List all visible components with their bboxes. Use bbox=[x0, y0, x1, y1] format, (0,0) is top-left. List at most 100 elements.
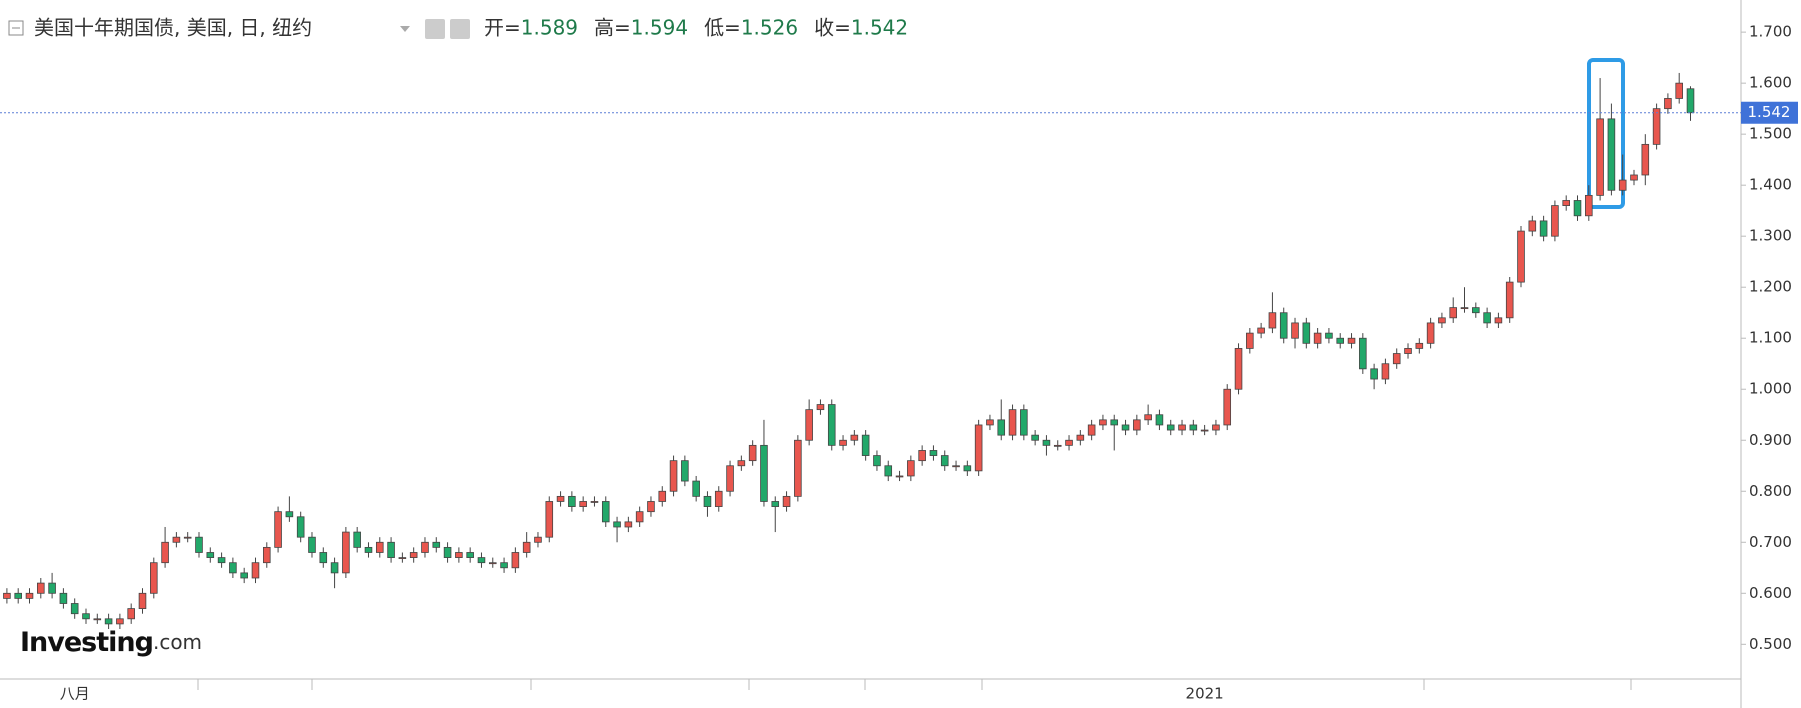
candle-body bbox=[522, 541, 531, 553]
candle-body bbox=[466, 552, 474, 558]
candle-body bbox=[150, 562, 158, 594]
candle-body bbox=[568, 495, 576, 507]
candle-body bbox=[545, 501, 554, 538]
candle-body bbox=[1675, 82, 1683, 99]
ohlc-value: 1.589 bbox=[521, 16, 578, 40]
candle-body bbox=[1404, 348, 1412, 354]
logo: Investing.com bbox=[20, 627, 202, 658]
candle-body bbox=[760, 444, 768, 502]
candle-body bbox=[1551, 205, 1559, 237]
candle-body bbox=[1008, 409, 1017, 436]
y-tick-label: 1.300 bbox=[1749, 227, 1792, 245]
candle-body bbox=[488, 562, 497, 565]
candle-body bbox=[1359, 337, 1367, 370]
candle-body bbox=[794, 439, 802, 497]
y-tick-label: 1.700 bbox=[1749, 23, 1792, 41]
candle-body bbox=[1268, 312, 1277, 329]
candle-body bbox=[1664, 98, 1672, 110]
candle-body bbox=[421, 541, 429, 553]
candle-body bbox=[82, 613, 90, 620]
candle-body bbox=[873, 455, 881, 467]
candle-body bbox=[1641, 143, 1650, 176]
candle-body bbox=[1302, 322, 1311, 344]
x-separators bbox=[197, 679, 1632, 690]
ohlc-value: 1.594 bbox=[631, 16, 688, 40]
candle-body bbox=[1562, 200, 1570, 206]
candle-body bbox=[37, 582, 45, 594]
candle-body bbox=[1392, 353, 1401, 365]
candle-body bbox=[432, 541, 441, 548]
candle-body bbox=[1042, 439, 1051, 446]
candle-body bbox=[613, 521, 621, 528]
candle-body bbox=[624, 521, 633, 528]
ohlc-label: 收= bbox=[814, 16, 851, 40]
candle-body bbox=[251, 562, 260, 579]
candle-body bbox=[161, 541, 169, 564]
dropdown-icon[interactable] bbox=[400, 26, 410, 32]
candle-body bbox=[1460, 307, 1469, 310]
candle-body bbox=[748, 444, 757, 462]
candle-body bbox=[1155, 414, 1164, 426]
candle-body bbox=[1020, 409, 1028, 436]
settings-icon[interactable] bbox=[450, 19, 470, 39]
candle-body bbox=[183, 536, 192, 539]
candle-body bbox=[986, 419, 994, 426]
price-label: 1.542 bbox=[1748, 103, 1791, 121]
candle-body bbox=[1483, 312, 1491, 324]
candle-body bbox=[1065, 439, 1073, 446]
candle-body bbox=[726, 465, 734, 492]
candle-body bbox=[1189, 424, 1198, 431]
candle-body bbox=[1246, 332, 1254, 349]
candle-body bbox=[308, 536, 316, 553]
candle-body bbox=[1223, 388, 1232, 426]
candle-body bbox=[104, 618, 113, 625]
candle-body bbox=[805, 409, 813, 441]
candle-body bbox=[1087, 424, 1096, 436]
candle-body bbox=[127, 608, 135, 620]
candle-body bbox=[1200, 429, 1209, 432]
candle-body bbox=[1053, 444, 1062, 447]
candle-body bbox=[1325, 332, 1333, 339]
candle-body bbox=[1110, 419, 1119, 426]
candle-body bbox=[974, 424, 983, 472]
candle-body bbox=[827, 404, 836, 446]
candle-body bbox=[1573, 200, 1582, 217]
candle-body bbox=[274, 511, 282, 548]
candle-body bbox=[1257, 327, 1265, 334]
candle-body bbox=[839, 439, 847, 446]
candle-body bbox=[25, 592, 34, 599]
candle-body bbox=[172, 536, 181, 543]
candle-body bbox=[1279, 312, 1288, 339]
y-tick-label: 1.500 bbox=[1749, 125, 1792, 143]
candle-body bbox=[952, 465, 960, 468]
highlight-box bbox=[1587, 58, 1625, 209]
candle-body bbox=[1505, 281, 1514, 319]
candle-body bbox=[195, 536, 203, 553]
candle-body bbox=[1144, 414, 1152, 421]
candle-body bbox=[511, 552, 520, 569]
ohlc-label: 开= bbox=[484, 16, 521, 40]
candle-body bbox=[1313, 332, 1322, 344]
collapse-icon[interactable] bbox=[8, 20, 24, 36]
candle-body bbox=[1517, 230, 1525, 283]
x-tick-label: 八月 bbox=[60, 685, 90, 703]
candle-body bbox=[782, 495, 791, 507]
ohlc-label: 低= bbox=[704, 16, 741, 40]
candle-body bbox=[296, 516, 305, 538]
candle-body bbox=[1630, 174, 1638, 181]
y-tick-label: 0.800 bbox=[1749, 482, 1792, 500]
candle-body bbox=[1347, 337, 1356, 344]
candle-body bbox=[895, 475, 904, 478]
candle-body bbox=[1381, 363, 1390, 380]
candle-body bbox=[477, 557, 486, 564]
candle-body bbox=[500, 562, 508, 569]
candle-body bbox=[342, 531, 350, 574]
candle-body bbox=[217, 557, 226, 564]
candle-body bbox=[1212, 424, 1220, 431]
candle-body bbox=[409, 552, 418, 558]
candle-body bbox=[138, 592, 147, 610]
eye-icon[interactable] bbox=[425, 19, 445, 39]
candle-body bbox=[1607, 118, 1616, 191]
candle-body bbox=[534, 536, 542, 543]
